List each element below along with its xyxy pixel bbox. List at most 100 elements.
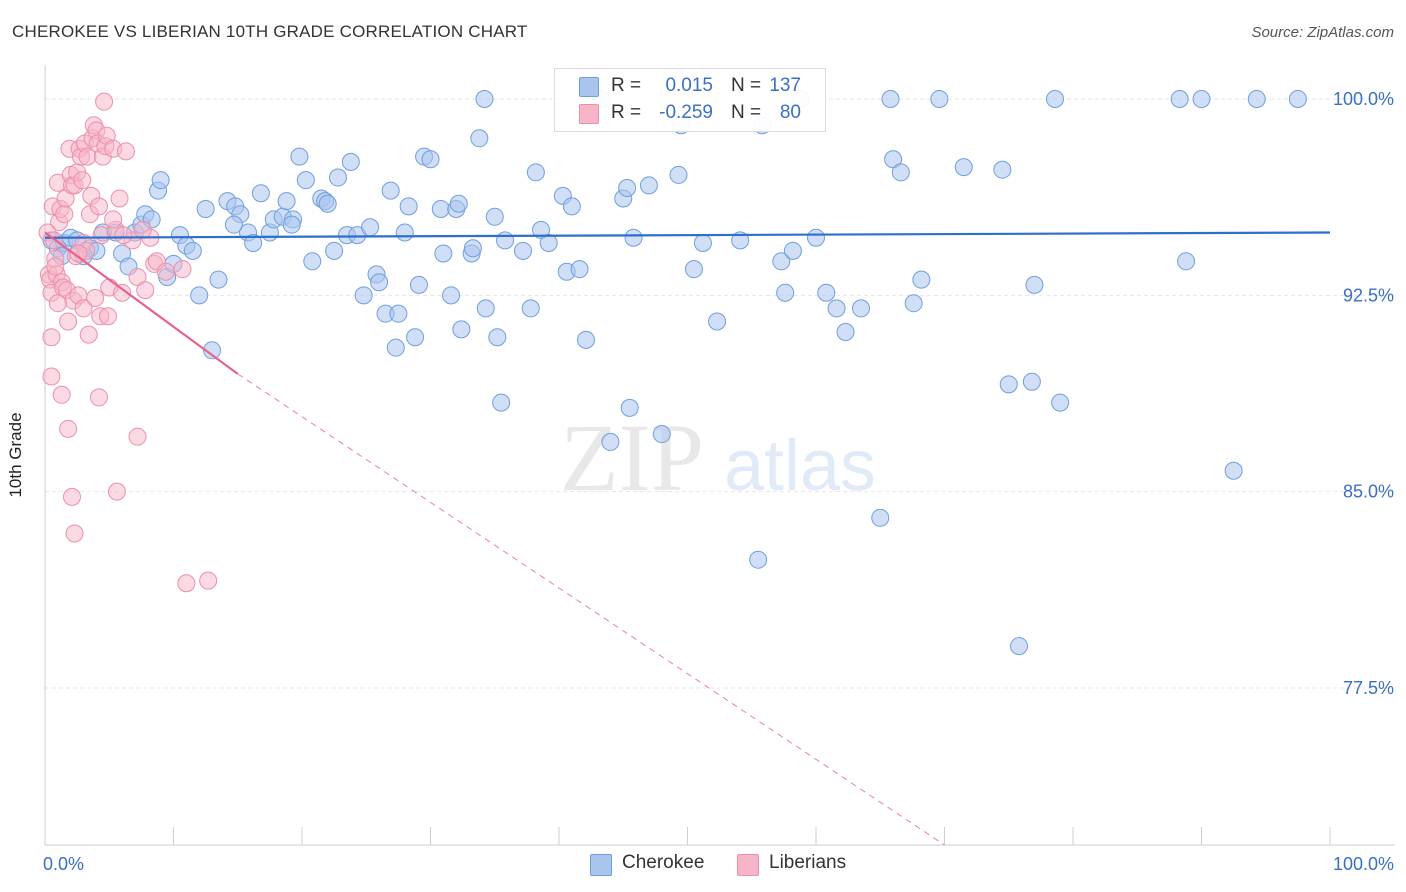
x-tick-label: 100.0%	[1333, 854, 1394, 874]
liberian-point	[116, 142, 135, 161]
cherokee-point	[389, 304, 408, 323]
cherokee-point	[1170, 90, 1189, 109]
tick-labels: 100.0% 92.5% 85.0% 77.5% 0.0% 100.0%	[43, 89, 1394, 874]
y-tick-label: 85.0%	[1343, 482, 1394, 502]
cherokee-point	[1051, 393, 1070, 412]
liberian-point	[46, 257, 65, 276]
cherokee-point	[693, 233, 712, 252]
liberian-point	[128, 427, 147, 446]
cherokee-legend-label: Cherokee	[622, 852, 705, 873]
cherokee-point	[539, 233, 558, 252]
n-label: N =	[731, 102, 762, 123]
cherokee-point	[151, 171, 170, 190]
cherokee-point	[772, 252, 791, 271]
liberian-point	[79, 325, 98, 344]
cherokee-point	[1022, 372, 1041, 391]
cherokee-point	[836, 322, 855, 341]
chart-title: CHEROKEE VS LIBERIAN 10TH GRADE CORRELAT…	[12, 22, 528, 41]
liberian-point	[52, 385, 71, 404]
cherokee-point	[601, 432, 620, 451]
cherokee-point	[999, 375, 1018, 394]
cherokee-point	[904, 294, 923, 313]
x-tick-label: 0.0%	[43, 854, 84, 874]
watermark-atlas: atlas	[724, 426, 876, 506]
cherokee-point	[731, 231, 750, 250]
cherokee-point	[1046, 90, 1065, 109]
cherokee-point	[817, 283, 836, 302]
n-value: 80	[779, 102, 801, 123]
cherokee-point	[783, 241, 802, 260]
liberian-point	[89, 197, 108, 216]
cherokee-point	[190, 286, 209, 305]
cherokee-point	[303, 252, 322, 271]
cherokee-point	[871, 508, 890, 527]
cherokee-point	[183, 241, 202, 260]
cherokee-point	[386, 338, 405, 357]
cherokee-point	[282, 215, 301, 234]
cherokee-point	[639, 176, 658, 195]
n-label: N =	[731, 75, 762, 96]
cherokee-point	[930, 90, 949, 109]
cherokee-point	[470, 129, 489, 148]
cherokee-point	[570, 260, 589, 279]
cherokee-point	[381, 181, 400, 200]
cherokee-point	[296, 171, 315, 190]
liberian-point	[136, 281, 155, 300]
cherokee-point	[776, 283, 795, 302]
liberian-point	[177, 574, 196, 593]
cherokee-point	[449, 194, 468, 213]
cherokee-point	[618, 179, 637, 198]
liberian-point	[69, 244, 88, 263]
cherokee-point	[209, 270, 228, 289]
cherokee-point	[224, 215, 243, 234]
liberian-legend-label: Liberians	[769, 852, 847, 873]
cherokee-legend-swatch	[590, 854, 612, 876]
r-label: R =	[611, 75, 642, 96]
cherokee-swatch	[579, 77, 599, 97]
liberian-point	[65, 524, 84, 543]
cherokee-point	[496, 231, 515, 250]
cherokee-point	[354, 286, 373, 305]
y-tick-label: 77.5%	[1343, 678, 1394, 698]
cherokee-point	[891, 163, 910, 182]
cherokee-point	[669, 165, 688, 184]
cherokee-trend-line	[44, 231, 1331, 239]
cherokee-point	[1192, 90, 1211, 109]
liberian-point	[104, 210, 123, 229]
cherokee-point	[361, 218, 380, 237]
cherokee-point	[431, 199, 450, 218]
cherokee-point	[827, 299, 846, 318]
legend-row-cherokee: R = 0.015 N = 137	[555, 73, 825, 99]
liberian-point	[156, 262, 175, 281]
liberian-trend-extension	[237, 373, 945, 846]
liberian-point	[98, 307, 117, 326]
cherokee-point	[485, 207, 504, 226]
liberian-legend-swatch	[737, 854, 759, 876]
cherokee-point	[244, 233, 263, 252]
liberian-point	[42, 367, 61, 386]
cherokee-point	[620, 398, 639, 417]
cherokee-point	[251, 184, 270, 203]
liberian-trend-line	[44, 231, 239, 375]
liberian-point	[62, 487, 81, 506]
cherokee-point	[463, 239, 482, 258]
liberian-point	[107, 482, 126, 501]
cherokee-point	[521, 299, 540, 318]
liberian-point	[74, 299, 93, 318]
cherokee-point	[277, 192, 296, 211]
y-tick-label: 100.0%	[1333, 89, 1394, 109]
legend-row-liberian: R = -0.259 N = 80	[555, 100, 825, 126]
cherokee-point	[1010, 637, 1029, 656]
cherokee-point	[395, 223, 414, 242]
cherokee-point	[328, 168, 347, 187]
liberian-points	[38, 92, 218, 593]
cherokee-point	[1247, 90, 1266, 109]
cherokee-point	[993, 160, 1012, 179]
cherokee-point	[624, 228, 643, 247]
cherokee-point	[341, 152, 360, 171]
cherokee-point	[576, 330, 595, 349]
liberian-point	[86, 288, 105, 307]
cherokee-point	[409, 275, 428, 294]
cherokee-point	[421, 150, 440, 169]
cherokee-point	[370, 273, 389, 292]
